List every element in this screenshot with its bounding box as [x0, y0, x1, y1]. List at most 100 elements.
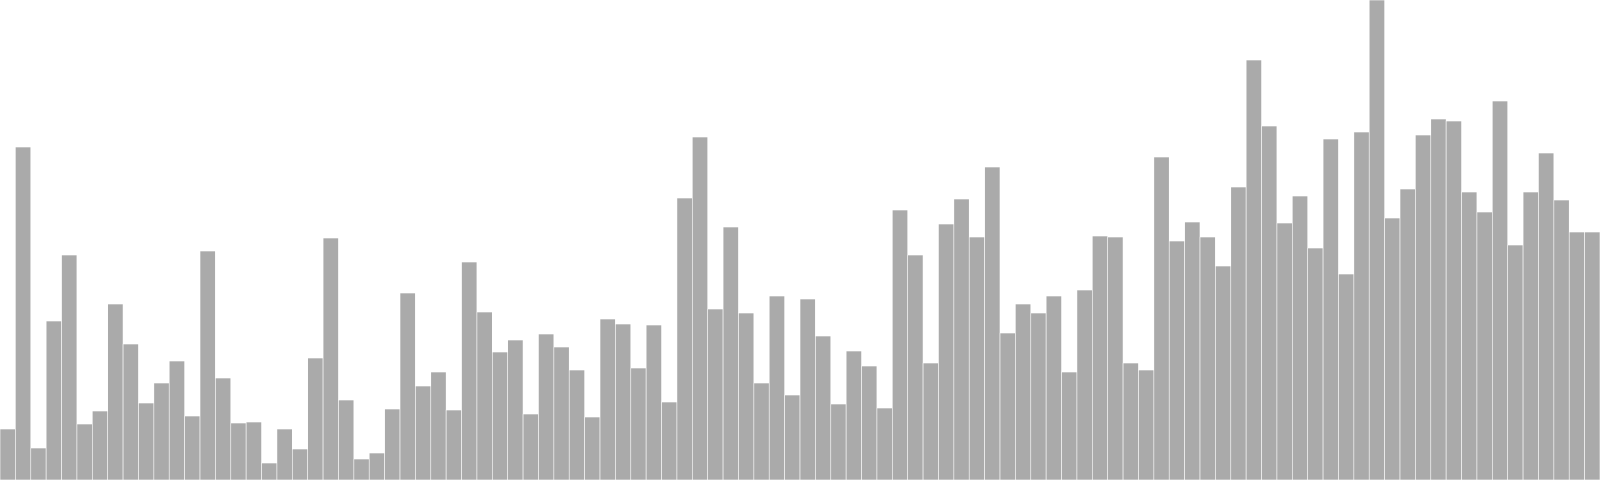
bar-82: [1261, 125, 1278, 480]
bar-67: [1030, 312, 1047, 480]
bar-12: [184, 415, 201, 480]
bar-71: [1092, 235, 1108, 480]
bar-19: [292, 448, 308, 480]
bar-75: [1153, 156, 1170, 480]
bar-69: [1061, 371, 1078, 480]
bar-97: [1492, 100, 1508, 480]
bar-37: [568, 369, 585, 480]
bar-35: [538, 333, 555, 480]
bar-10: [153, 382, 170, 480]
bar-16: [245, 421, 262, 480]
bar-85: [1307, 247, 1324, 480]
bar-32: [492, 351, 508, 480]
bar-9: [138, 402, 155, 480]
bar-39: [599, 318, 616, 480]
bar-28: [430, 371, 447, 480]
bar-61: [938, 223, 955, 480]
bar-50: [768, 295, 785, 480]
bar-30: [461, 261, 478, 480]
bar-27: [415, 385, 432, 480]
bar-20: [307, 357, 324, 480]
bar-88: [1353, 131, 1370, 480]
bar-5: [76, 423, 93, 480]
bar-46: [707, 308, 724, 480]
bar-73: [1122, 362, 1139, 480]
bar-57: [876, 407, 893, 480]
bar-22: [338, 399, 355, 480]
bar-25: [384, 408, 401, 480]
bar-102: [1568, 231, 1585, 480]
bar-64: [984, 166, 1001, 480]
bar-51: [784, 394, 801, 480]
bar-60: [922, 362, 939, 480]
bar-11: [168, 360, 185, 480]
bar-66: [1015, 303, 1032, 480]
bar-31: [476, 311, 493, 480]
bar-17: [261, 462, 278, 480]
bar-84: [1292, 195, 1308, 480]
bar-34: [522, 413, 539, 480]
bar-86: [1322, 138, 1339, 480]
bar-21: [322, 237, 339, 480]
bar-72: [1107, 236, 1124, 480]
bar-65: [999, 332, 1016, 480]
bar-49: [753, 382, 770, 480]
bar-48: [738, 312, 755, 480]
bar-33: [507, 339, 524, 480]
bar-56: [861, 365, 878, 480]
bar-91: [1399, 188, 1416, 480]
bar-41: [630, 367, 647, 480]
bar-24: [368, 452, 385, 480]
bar-26: [399, 292, 416, 480]
bar-77: [1184, 221, 1201, 480]
bar-2: [30, 447, 47, 480]
bar-47: [722, 226, 739, 480]
bar-83: [1276, 222, 1293, 480]
bar-55: [845, 350, 862, 480]
bar-6: [92, 410, 108, 480]
bar-76: [1168, 240, 1185, 480]
bar-59: [907, 254, 924, 480]
bar-54: [830, 403, 847, 480]
bar-74: [1138, 369, 1155, 480]
bar-101: [1553, 199, 1570, 480]
bar-68: [1045, 295, 1062, 480]
bar-70: [1076, 289, 1093, 480]
bar-100: [1538, 152, 1555, 480]
bar-15: [230, 422, 247, 480]
bar-80: [1230, 186, 1247, 480]
bar-103: [1584, 231, 1600, 480]
bar-1: [15, 146, 32, 480]
bar-99: [1522, 191, 1539, 480]
bar-29: [445, 409, 462, 480]
bar-89: [1368, 0, 1385, 480]
bar-45: [692, 136, 708, 480]
bar-81: [1245, 59, 1262, 480]
bar-13: [199, 250, 216, 480]
bar-0: [0, 428, 16, 480]
bar-62: [953, 198, 970, 480]
bar-23: [353, 458, 370, 480]
bar-78: [1199, 236, 1216, 480]
bar-4: [61, 254, 78, 480]
bar-38: [584, 416, 601, 480]
bar-93: [1430, 118, 1447, 480]
bar-7: [107, 303, 124, 480]
bar-44: [676, 197, 693, 480]
bar-36: [553, 346, 570, 480]
bar-43: [661, 401, 678, 480]
bar-79: [1215, 265, 1232, 480]
bar-87: [1338, 273, 1355, 480]
bar-98: [1507, 244, 1524, 480]
bar-92: [1415, 134, 1432, 480]
bar-52: [799, 298, 816, 480]
bar-94: [1445, 120, 1462, 480]
bar-58: [892, 209, 908, 480]
bar-3: [45, 320, 62, 480]
bar-8: [122, 343, 139, 480]
bar-18: [276, 428, 293, 480]
bar-63: [968, 236, 985, 480]
bar-53: [815, 335, 832, 480]
